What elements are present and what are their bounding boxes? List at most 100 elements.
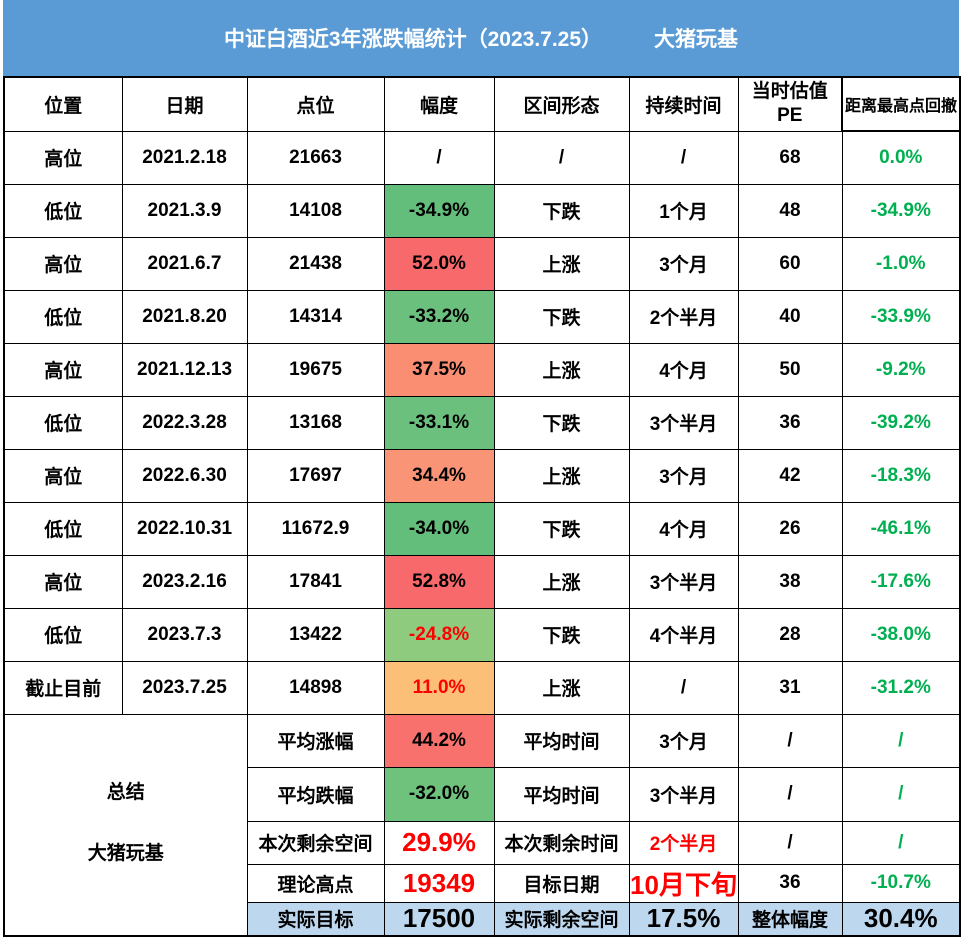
cell-points: 13422 (246, 607, 385, 662)
cell-date: 2021.6.7 (121, 236, 248, 291)
cell-points: 19675 (246, 342, 385, 397)
cell-position: 高位 (3, 130, 123, 185)
col-header-trend: 区间形态 (493, 76, 630, 132)
cell-change: 52.8% (383, 554, 495, 609)
cell-trend: 上涨 (493, 342, 630, 397)
overall-change-value: 30.4% (841, 901, 961, 937)
summary-avg-time-label: 平均时间 (493, 713, 630, 768)
table-row: 低位 2021.8.20 14314 -33.2% 下跌 2个半月 40 -33.9% (3, 289, 961, 344)
cell-change: 11.0% (383, 660, 495, 715)
cell-points: 14314 (246, 289, 385, 344)
cell-change: 37.5% (383, 342, 495, 397)
cell-date: 2023.7.3 (121, 607, 248, 662)
cell-duration: 3个月 (628, 236, 739, 291)
cell-drawdown: -38.0% (841, 607, 961, 662)
remaining-time-label: 本次剩余时间 (493, 820, 630, 865)
cell-trend: 上涨 (493, 236, 630, 291)
cell-duration: 4个半月 (628, 607, 739, 662)
cell-drawdown: -1.0% (841, 236, 961, 291)
cell-position: 高位 (3, 342, 123, 397)
cell-trend: / (493, 130, 630, 185)
overall-change-label: 整体幅度 (737, 901, 843, 937)
cell-pe: 42 (737, 448, 843, 503)
cell-duration: 1个月 (628, 183, 739, 238)
cell-change: -33.1% (383, 395, 495, 450)
cell-date: 2023.7.25 (121, 660, 248, 715)
col-header-drawdown: 距离最高点回撤 (841, 76, 961, 132)
table-row: 高位 2021.6.7 21438 52.0% 上涨 3个月 60 -1.0% (3, 236, 961, 291)
cell-points: 13168 (246, 395, 385, 450)
cell-duration: 4个月 (628, 501, 739, 556)
cell-trend: 下跌 (493, 395, 630, 450)
table-row: 理论高点 19349 目标日期 10月下旬 36 -10.7% (4, 863, 961, 903)
table-row: 高位 2021.2.18 21663///68 0.0% (3, 130, 961, 185)
summary-avg-gain-label: 平均涨幅 (246, 713, 385, 768)
cell-change: / (383, 130, 495, 185)
cell-drawdown: -17.6% (841, 554, 961, 609)
theoretical-high-label: 理论高点 (246, 863, 385, 903)
cell-points: 14898 (246, 660, 385, 715)
table-row: 实际目标 17500 实际剩余空间 17.5% 整体幅度 30.4% (4, 901, 961, 937)
cell-drawdown: 0.0% (841, 130, 961, 185)
cell-date: 2021.12.13 (121, 342, 248, 397)
cell-change: -33.2% (383, 289, 495, 344)
actual-target-label: 实际目标 (246, 901, 385, 937)
target-date-label: 目标日期 (493, 863, 630, 903)
cell-position: 截止目前 (3, 660, 123, 715)
cell-position: 低位 (3, 607, 123, 662)
author-name: 大猪玩基 (654, 28, 739, 51)
cell-points: 21663 (246, 130, 385, 185)
cell-trend: 上涨 (493, 448, 630, 503)
cell-pe: 26 (737, 501, 843, 556)
table-row: 低位 2023.7.3 13422 -24.8% 下跌 4个半月 28 -38.0% (3, 607, 961, 662)
cell-points: 17841 (246, 554, 385, 609)
table-row: 截止目前 2023.7.25 14898 11.0% 上涨/31 -31.2% (3, 660, 961, 715)
cell-trend: 下跌 (493, 183, 630, 238)
table-row: 总结 大猪玩基 平均涨幅 44.2% 平均时间 3个月 / / (3, 713, 961, 937)
remaining-space-label: 本次剩余空间 (246, 820, 385, 865)
cell-line: 总结 (106, 781, 145, 803)
col-header-pe: 当时估值 PE (737, 76, 843, 132)
cell-duration: 4个月 (628, 342, 739, 397)
col-header-change: 幅度 (383, 76, 495, 132)
cell-date: 2022.6.30 (121, 448, 248, 503)
summary-avg-gain-value: 44.2% (383, 713, 495, 768)
col-header-date: 日期 (121, 76, 248, 132)
cell-drawdown: -31.2% (841, 660, 961, 715)
cell-change: -34.0% (383, 501, 495, 556)
cell-date: 2022.3.28 (121, 395, 248, 450)
cell-duration: / (628, 660, 739, 715)
cell-duration: 3个半月 (628, 395, 739, 450)
cell-date: 2023.2.16 (121, 554, 248, 609)
cell-line-stack: 当时估值 PE (739, 80, 841, 129)
summary-pe-cell: / (737, 713, 843, 768)
remaining-space-value: 29.9% (383, 820, 495, 865)
cell-position: 高位 (3, 448, 123, 503)
summary-drawdown-cell: -10.7% (841, 863, 961, 903)
cell-drawdown: -34.9% (841, 183, 961, 238)
theoretical-high-value: 19349 (383, 863, 495, 903)
cell-change: 34.4% (383, 448, 495, 503)
cell-trend: 下跌 (493, 501, 630, 556)
page-title: 中证白酒近3年涨跌幅统计（2023.7.25） (223, 28, 603, 51)
stats-table: 位置 日期 点位 幅度 区间形态 持续时间 当时估值 PE 距离最高点回撤 高位 2021.2.18… (3, 76, 961, 937)
cell-duration: 3个月 (628, 448, 739, 503)
cell-pe: 60 (737, 236, 843, 291)
cell-line: PE (777, 105, 803, 127)
table-row: 低位 2022.10.31 11672.9 -34.0% 下跌 4个月 26 -46.1% (3, 501, 961, 556)
summary-avg-time-value: 3个半月 (628, 766, 739, 822)
cell-pe: 48 (737, 183, 843, 238)
cell-drawdown: -46.1% (841, 501, 961, 556)
cell-pe: 31 (737, 660, 843, 715)
table-row: 平均跌幅 -32.0% 平均时间 3个半月 / / (4, 766, 961, 822)
cell-line: 当时估值 (751, 80, 828, 102)
cell-pe: 38 (737, 554, 843, 609)
cell-pe: 40 (737, 289, 843, 344)
summary-pe-cell: 36 (737, 863, 843, 903)
cell-position: 低位 (3, 395, 123, 450)
target-date-value: 10月下旬 (628, 863, 739, 903)
cell-change: -24.8% (383, 607, 495, 662)
cell-position: 高位 (3, 554, 123, 609)
cell-drawdown: -39.2% (841, 395, 961, 450)
